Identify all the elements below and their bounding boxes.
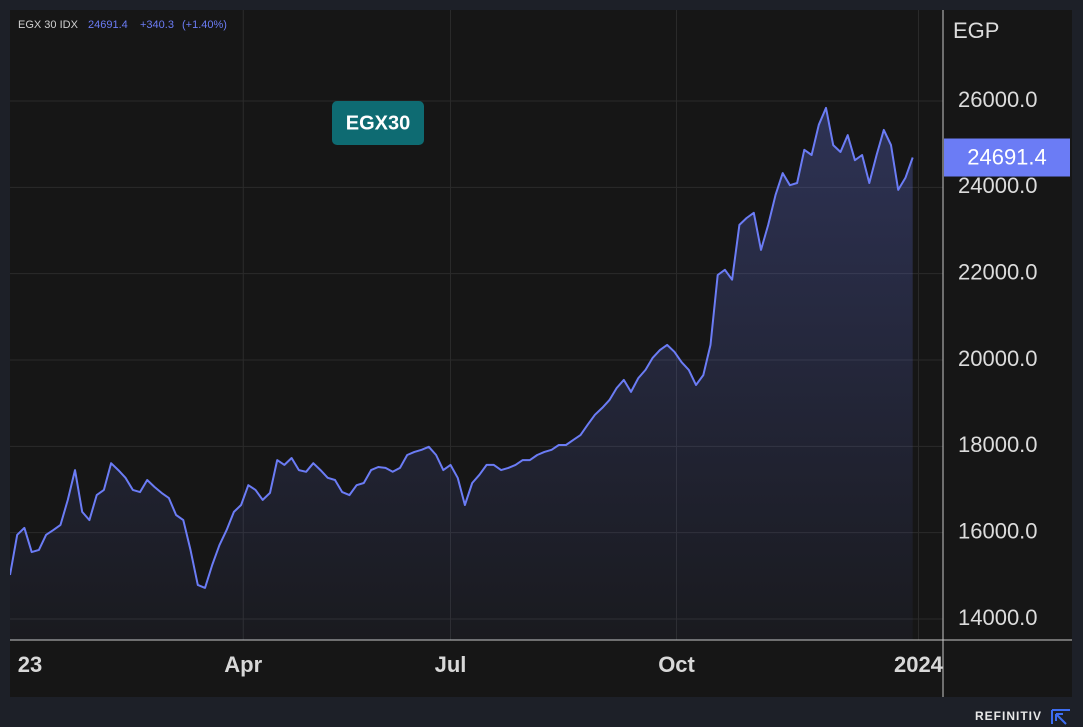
legend-box: [332, 101, 424, 145]
y-axis-unit: EGP: [953, 18, 999, 43]
x-tick-label: Oct: [658, 652, 695, 677]
last-price-box: [944, 138, 1070, 177]
y-tick-label: 14000.0: [958, 605, 1038, 630]
brand: REFINITIV: [975, 709, 1042, 723]
x-tick-label: Jul: [435, 652, 467, 677]
y-tick-label: 24000.0: [958, 173, 1038, 198]
series-line: [10, 106, 914, 589]
y-tick-label: 26000.0: [958, 87, 1038, 112]
brand-logo: [1051, 709, 1070, 725]
header-name: EGX 30 IDX: [18, 19, 79, 31]
x-tick-label: Apr: [224, 652, 262, 677]
legend-label: EGX30: [346, 112, 410, 134]
x-tick-label: 2024: [894, 652, 944, 677]
y-tick-label: 20000.0: [958, 346, 1038, 371]
area-fill: [10, 107, 913, 640]
y-tick-label: 16000.0: [958, 518, 1038, 543]
last-price-label: 24691.4: [967, 144, 1047, 169]
header-change-pct: (+1.40%): [182, 19, 227, 31]
header-last: 24691.4: [88, 19, 128, 31]
x-tick-label: 23: [18, 652, 42, 677]
y-tick-label: 22000.0: [958, 259, 1038, 284]
y-tick-label: 18000.0: [958, 432, 1038, 457]
header-change: +340.3: [140, 19, 174, 31]
